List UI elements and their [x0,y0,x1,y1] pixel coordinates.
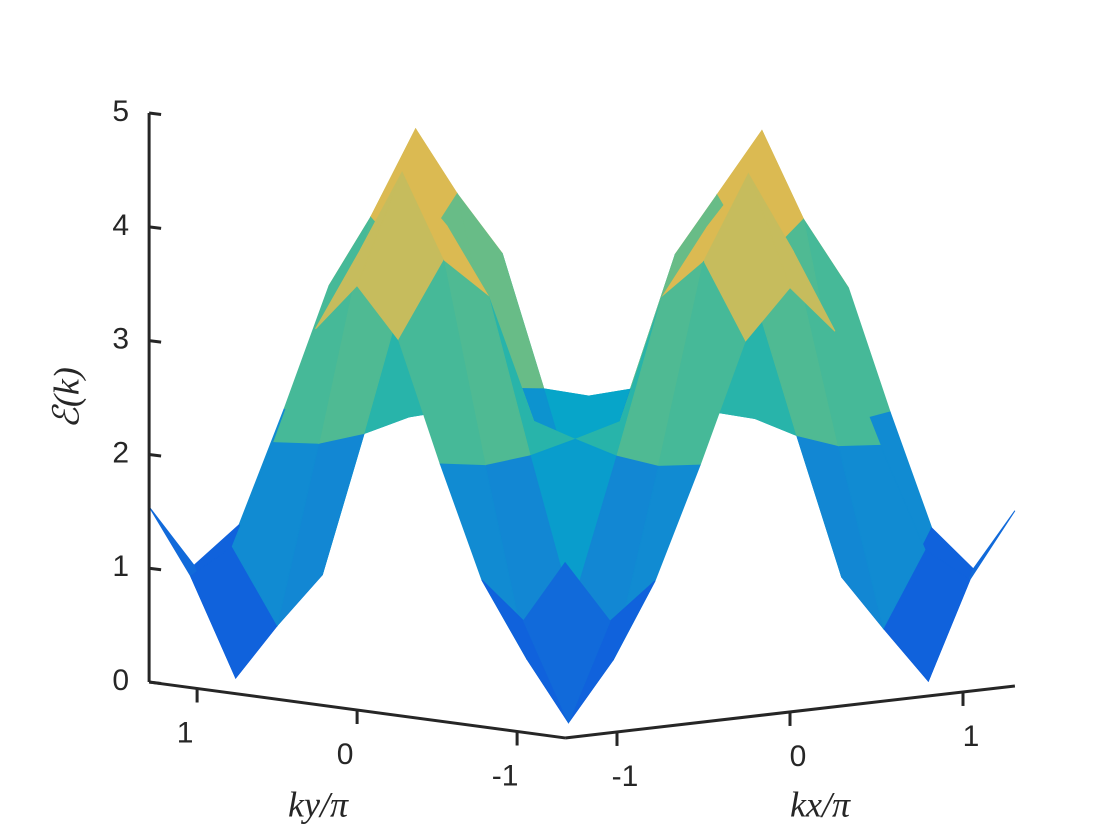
surface-patch [522,561,611,724]
z-tick [148,339,162,344]
z-tick-label: 3 [112,323,129,356]
z-tick [148,225,162,230]
x-axis-label: kx/π [790,784,851,824]
z-tick-label: 4 [112,209,129,242]
z-tick [148,680,162,686]
surface [148,127,1016,724]
z-axis-label: ℰ(k) [46,367,86,429]
x-tick-label: -1 [612,760,639,793]
z-tick [148,566,162,572]
x-tick-label: 0 [790,740,807,773]
z-tick-label: 5 [112,95,129,128]
z-tick-label: 0 [112,664,129,697]
z-tick-label: 2 [112,436,129,469]
z-tick [148,452,162,458]
x-tick-label: 1 [963,720,980,753]
y-axis-label: ky/π [288,784,349,824]
y-tick-label: 0 [337,738,354,771]
z-tick-label: 1 [112,550,129,583]
y-tick-label: 1 [177,716,194,749]
y-tick-label: -1 [492,759,519,792]
z-tick [148,111,162,117]
